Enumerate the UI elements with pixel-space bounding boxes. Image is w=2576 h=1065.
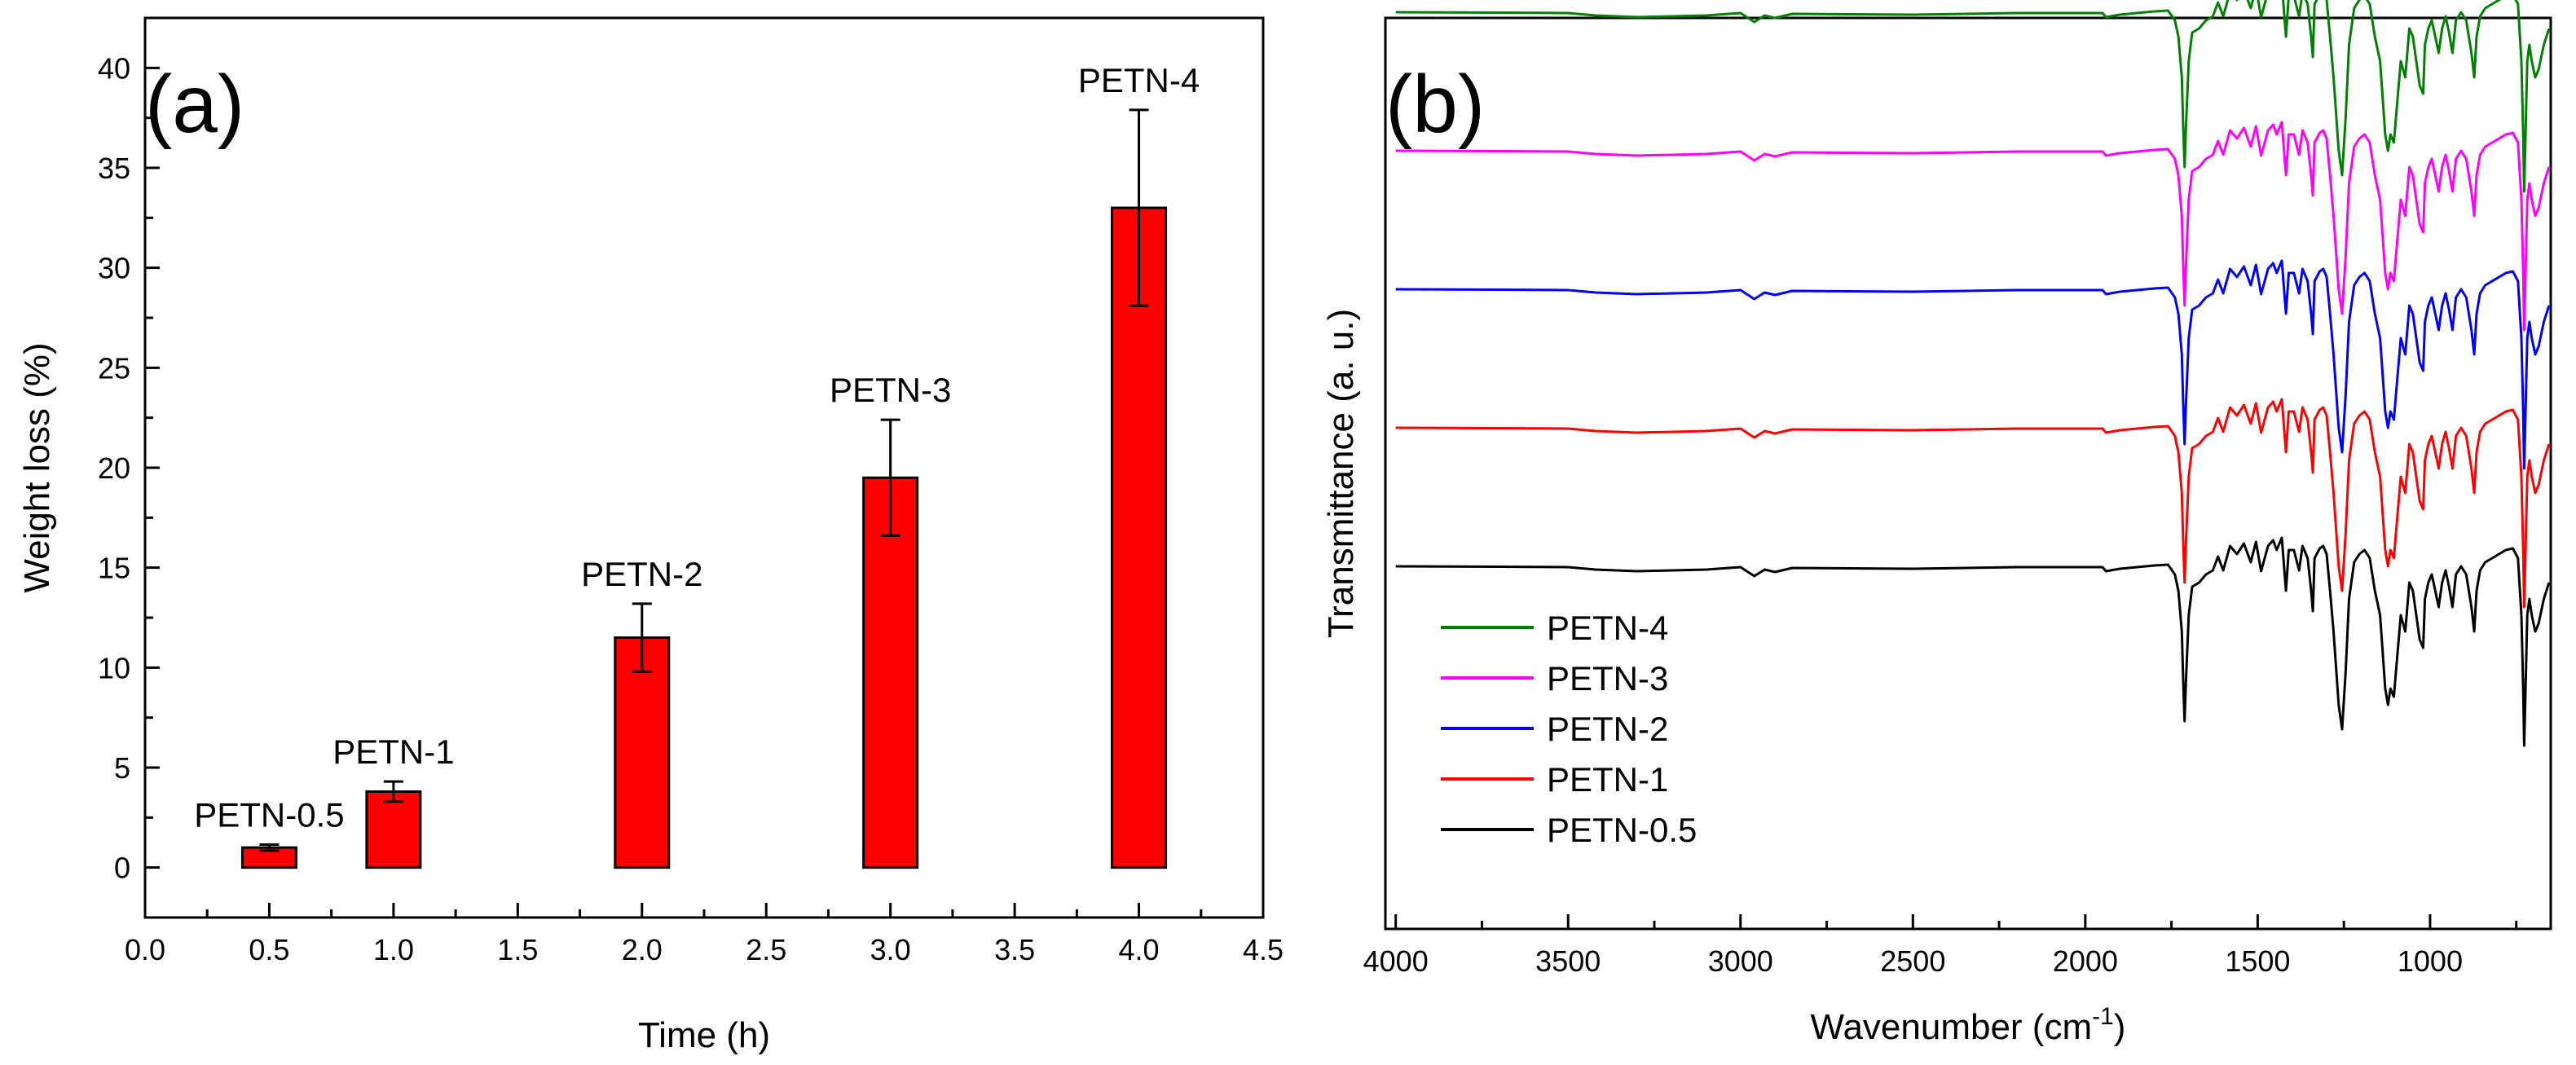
y-tick-label: 5 bbox=[114, 751, 130, 785]
bar-data-label: PETN-1 bbox=[332, 733, 454, 771]
bar-data-label: PETN-4 bbox=[1078, 61, 1200, 99]
spectrum-line-petn-0.5 bbox=[1395, 536, 2551, 747]
y-tick-label: 30 bbox=[98, 252, 130, 285]
spectrum-line-petn-1 bbox=[1395, 398, 2551, 609]
x-tick-label: 3.5 bbox=[994, 933, 1035, 966]
panel-b-x-axis-title-superscript: -1 bbox=[2092, 1003, 2114, 1030]
panel-b-x-axis-title-main: Wavenumber (cm bbox=[1811, 1007, 2093, 1047]
x-tick-label: 3500 bbox=[1535, 944, 1601, 978]
y-tick-label: 15 bbox=[98, 552, 130, 585]
panel-b-label: (b) bbox=[1385, 59, 1485, 150]
x-tick-label: 3.0 bbox=[870, 933, 911, 966]
spectrum-line-petn-2 bbox=[1395, 259, 2551, 470]
y-tick-label: 35 bbox=[98, 152, 130, 185]
bar bbox=[365, 790, 422, 869]
x-tick-label: 4.0 bbox=[1119, 933, 1160, 966]
panel-b-y-axis-title: Transmittance (a. u.) bbox=[1321, 309, 1361, 638]
x-tick-label: 2500 bbox=[1880, 944, 1945, 978]
y-tick-label: 20 bbox=[98, 451, 130, 485]
x-tick-label: 0.0 bbox=[125, 933, 165, 966]
y-tick-label: 40 bbox=[98, 51, 130, 85]
panel-a-y-axis-title: Weight loss (%) bbox=[17, 342, 57, 592]
x-tick-label: 0.5 bbox=[249, 933, 289, 966]
legend-label: PETN-0.5 bbox=[1547, 811, 1697, 849]
panel-b-ftir-spectra: 4000 3500 3000 2500 2000 1500 1000 PETN-4PETN-… bbox=[1321, 0, 2552, 1047]
panel-b-legend: PETN-4 PETN-3 PETN-2 PETN-1 PETN-0.5 bbox=[1441, 609, 1697, 849]
panel-b-x-axis-title-end: ) bbox=[2114, 1007, 2126, 1047]
x-tick-label: 3000 bbox=[1708, 944, 1773, 978]
spectrum-line-petn-4 bbox=[1395, 0, 2551, 193]
y-tick-label: 0 bbox=[114, 852, 130, 885]
x-tick-label: 4.5 bbox=[1243, 933, 1284, 966]
y-tick-label: 25 bbox=[98, 351, 130, 385]
y-tick-label: 10 bbox=[98, 651, 130, 684]
spectrum-line-petn-3 bbox=[1395, 121, 2551, 332]
panel-b-plot-frame bbox=[1384, 16, 2552, 931]
panel-b-x-axis-title: Wavenumber (cm-1) bbox=[1811, 1003, 2126, 1047]
x-tick-label: 2000 bbox=[2053, 944, 2118, 978]
x-tick-label: 1500 bbox=[2225, 944, 2290, 978]
x-tick-label: 1.0 bbox=[373, 933, 414, 966]
x-tick-label: 2.5 bbox=[746, 933, 786, 966]
bar bbox=[614, 636, 671, 869]
x-tick-label: 1000 bbox=[2398, 944, 2463, 978]
x-tick-label: 2.0 bbox=[622, 933, 663, 966]
bar-data-label: PETN-0.5 bbox=[194, 795, 344, 834]
bar-data-label: PETN-3 bbox=[830, 371, 951, 409]
legend-label: PETN-4 bbox=[1547, 609, 1668, 647]
legend-label: PETN-1 bbox=[1547, 760, 1668, 799]
x-tick-label: 4000 bbox=[1363, 944, 1429, 978]
bar-data-label: PETN-2 bbox=[581, 555, 702, 593]
panel-a-plot-frame bbox=[143, 16, 1265, 919]
legend-label: PETN-2 bbox=[1547, 710, 1668, 748]
panel-a-label: (a) bbox=[145, 59, 244, 150]
x-tick-label: 1.5 bbox=[497, 933, 538, 966]
legend-label: PETN-3 bbox=[1547, 659, 1668, 698]
panel-a-x-axis-title: Time (h) bbox=[638, 1015, 770, 1055]
panel-a-bar-chart: PETN-0.5 PETN-1 PETN-2 PETN-3 PETN-4 0.0 0.5 1… bbox=[17, 16, 1284, 1055]
